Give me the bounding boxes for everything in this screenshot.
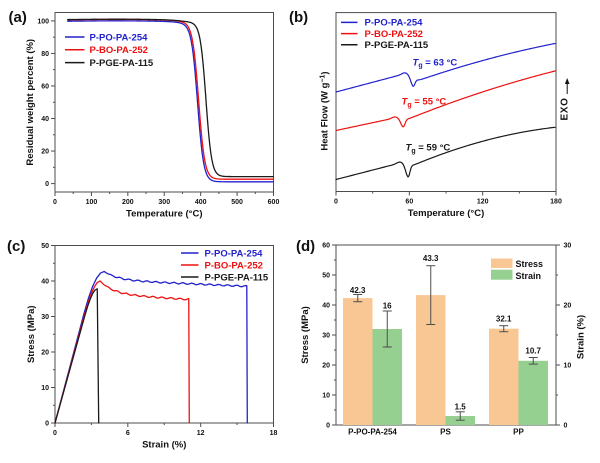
svg-text:20: 20 xyxy=(564,303,572,310)
svg-text:20: 20 xyxy=(322,363,330,370)
svg-text:Residual weight percent (%): Residual weight percent (%) xyxy=(25,39,36,166)
svg-text:20: 20 xyxy=(41,350,49,357)
svg-text:P-PO-PA-254: P-PO-PA-254 xyxy=(90,32,149,43)
svg-text:(a): (a) xyxy=(9,9,27,26)
svg-text:30: 30 xyxy=(41,314,49,321)
svg-text:PP: PP xyxy=(513,428,524,437)
svg-text:32.1: 32.1 xyxy=(496,315,512,324)
svg-text:12: 12 xyxy=(197,430,205,437)
svg-text:120: 120 xyxy=(477,199,489,206)
svg-text:10: 10 xyxy=(564,363,572,370)
svg-text:0: 0 xyxy=(45,181,49,188)
svg-text:30: 30 xyxy=(322,333,330,340)
svg-text:42.3: 42.3 xyxy=(350,286,366,295)
svg-text:6: 6 xyxy=(126,430,130,437)
svg-text:30: 30 xyxy=(564,243,572,250)
svg-text:0: 0 xyxy=(564,423,568,430)
svg-text:600: 600 xyxy=(268,199,280,206)
svg-text:0: 0 xyxy=(53,430,57,437)
svg-text:100: 100 xyxy=(37,18,49,25)
svg-text:Stress (MPa): Stress (MPa) xyxy=(300,306,311,364)
svg-text:200: 200 xyxy=(122,199,134,206)
svg-text:P-PO-PA-254: P-PO-PA-254 xyxy=(365,18,424,29)
svg-text:Heat Flow (W g−1): Heat Flow (W g−1) xyxy=(319,71,330,150)
svg-text:180: 180 xyxy=(550,199,562,206)
svg-text:P-PGE-PA-115: P-PGE-PA-115 xyxy=(205,272,269,283)
svg-text:43.3: 43.3 xyxy=(423,254,439,263)
svg-text:40: 40 xyxy=(41,116,49,123)
svg-text:0: 0 xyxy=(45,421,49,428)
svg-text:500: 500 xyxy=(231,199,243,206)
svg-text:100: 100 xyxy=(86,199,98,206)
svg-text:60: 60 xyxy=(322,243,330,250)
svg-text:P-PO-PA-254: P-PO-PA-254 xyxy=(205,248,264,259)
svg-text:50: 50 xyxy=(322,273,330,280)
svg-text:60: 60 xyxy=(41,83,49,90)
svg-text:Stress (MPa): Stress (MPa) xyxy=(26,305,37,363)
svg-text:EXO: EXO xyxy=(560,98,571,121)
svg-text:Temperature (°C): Temperature (°C) xyxy=(408,208,484,219)
svg-text:0: 0 xyxy=(53,199,57,206)
svg-text:10: 10 xyxy=(322,393,330,400)
svg-text:60: 60 xyxy=(405,199,413,206)
svg-text:300: 300 xyxy=(158,199,170,206)
svg-text:PS: PS xyxy=(440,428,451,437)
svg-text:P-BO-PA-252: P-BO-PA-252 xyxy=(205,260,263,271)
svg-text:Tg = 55 °C: Tg = 55 °C xyxy=(402,97,447,109)
svg-text:P-PGE-PA-115: P-PGE-PA-115 xyxy=(90,58,154,69)
svg-text:Strain (%): Strain (%) xyxy=(142,440,186,451)
svg-text:50: 50 xyxy=(41,243,49,250)
svg-text:10: 10 xyxy=(41,385,49,392)
svg-text:10.7: 10.7 xyxy=(525,347,541,356)
svg-text:40: 40 xyxy=(41,279,49,286)
svg-text:20: 20 xyxy=(41,149,49,156)
svg-text:P-PO-PA-254: P-PO-PA-254 xyxy=(348,428,397,437)
svg-text:P-BO-PA-252: P-BO-PA-252 xyxy=(365,29,423,40)
svg-text:80: 80 xyxy=(41,51,49,58)
svg-text:(b): (b) xyxy=(289,9,308,26)
svg-text:Temperature (°C): Temperature (°C) xyxy=(126,209,202,220)
svg-text:16: 16 xyxy=(383,302,392,311)
svg-text:P-BO-PA-252: P-BO-PA-252 xyxy=(90,45,148,56)
svg-text:P-PGE-PA-115: P-PGE-PA-115 xyxy=(365,40,429,51)
svg-text:18: 18 xyxy=(270,430,278,437)
svg-text:(c): (c) xyxy=(7,238,25,255)
svg-text:1.5: 1.5 xyxy=(455,403,467,412)
svg-text:Strain (%): Strain (%) xyxy=(576,315,587,359)
svg-text:0: 0 xyxy=(326,423,330,430)
svg-text:Stress: Stress xyxy=(516,259,544,269)
svg-text:40: 40 xyxy=(322,303,330,310)
svg-text:Strain: Strain xyxy=(516,271,542,281)
svg-text:Tg = 59 °C: Tg = 59 °C xyxy=(406,143,451,155)
svg-text:Tg = 63 °C: Tg = 63 °C xyxy=(413,57,458,69)
svg-text:(d): (d) xyxy=(296,238,315,255)
svg-text:0: 0 xyxy=(334,199,338,206)
svg-text:400: 400 xyxy=(195,199,207,206)
